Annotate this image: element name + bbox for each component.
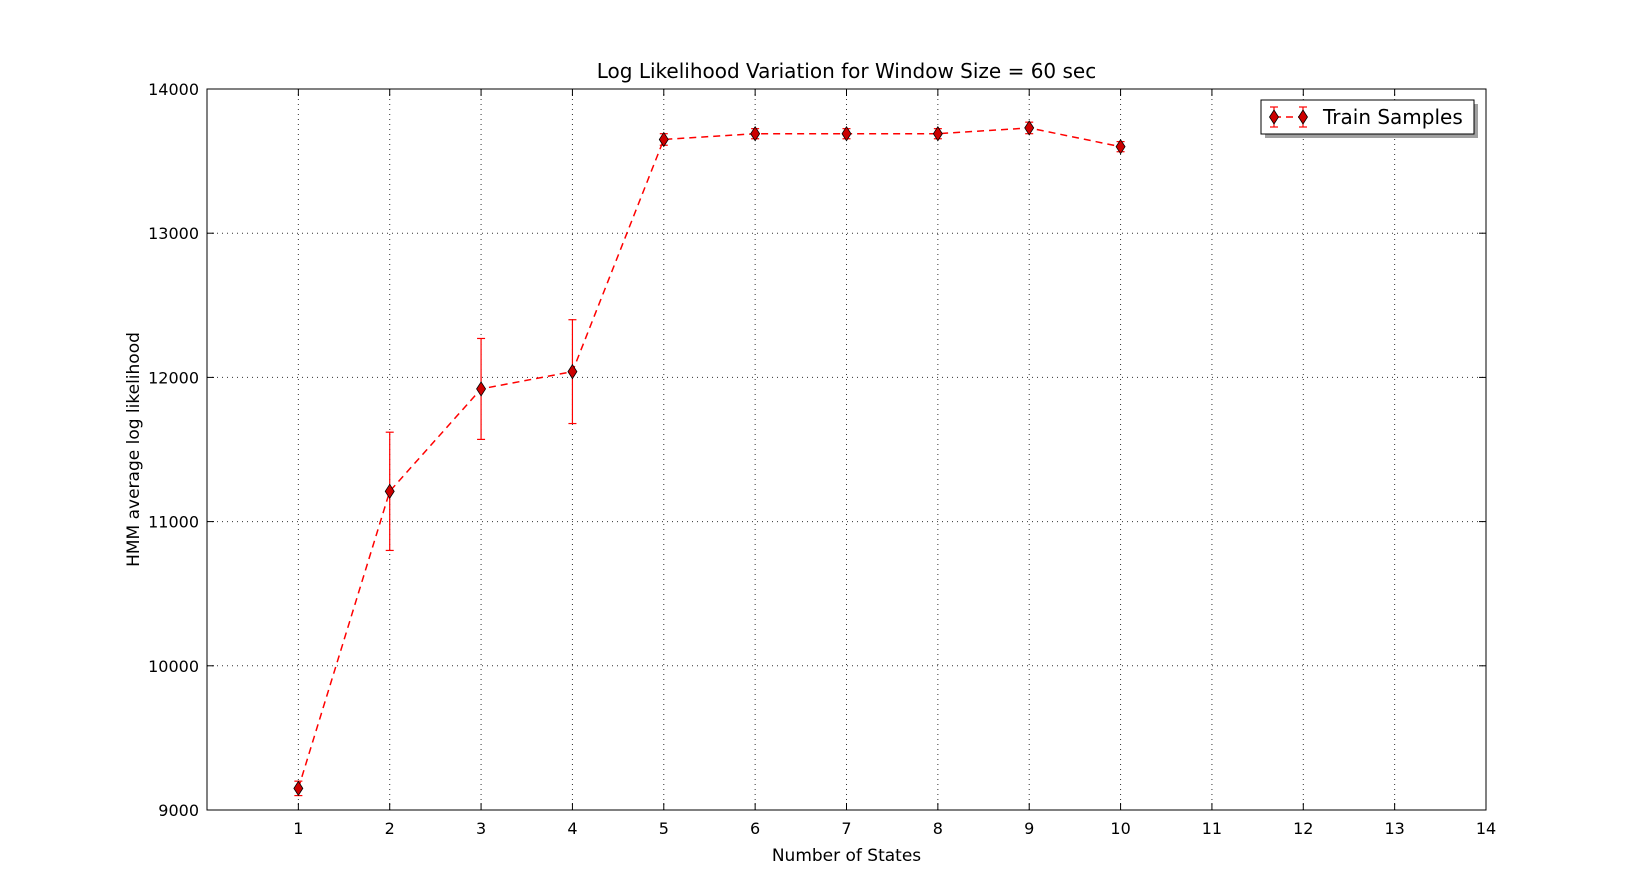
x-tick-label-8: 8 bbox=[933, 819, 943, 838]
x-tick-label-13: 13 bbox=[1384, 819, 1404, 838]
legend-marker bbox=[1269, 106, 1308, 128]
y-tick-label-12000: 12000 bbox=[148, 368, 199, 387]
data-point-2 bbox=[384, 483, 395, 500]
legend: Train Samples bbox=[1260, 99, 1478, 138]
data-point-8 bbox=[932, 125, 943, 142]
x-tick-label-4: 4 bbox=[567, 819, 577, 838]
x-axis-label: Number of States bbox=[772, 846, 921, 866]
data-point-9 bbox=[1024, 120, 1035, 136]
x-tick-label-11: 11 bbox=[1202, 819, 1222, 838]
x-tick-label-2: 2 bbox=[385, 819, 395, 838]
data-series-train-samples bbox=[293, 120, 1126, 797]
data-point-4 bbox=[567, 363, 578, 380]
x-tick-label-9: 9 bbox=[1024, 819, 1034, 838]
data-point-1 bbox=[293, 780, 304, 797]
data-point-7 bbox=[841, 125, 852, 142]
x-tick-label-3: 3 bbox=[476, 819, 486, 838]
data-point-3 bbox=[476, 381, 487, 397]
y-tick-label-10000: 10000 bbox=[148, 657, 199, 676]
data-point-5 bbox=[658, 131, 669, 148]
data-point-10 bbox=[1115, 138, 1126, 155]
series-line-train-samples bbox=[297, 127, 1121, 789]
x-tick-label-14: 14 bbox=[1476, 819, 1496, 838]
x-tick-label-1: 1 bbox=[293, 819, 303, 838]
y-axis-label: HMM average log likelihood bbox=[124, 332, 144, 567]
x-tick-label-5: 5 bbox=[659, 819, 669, 838]
x-tick-label-12: 12 bbox=[1293, 819, 1313, 838]
chart-title: Log Likelihood Variation for Window Size… bbox=[597, 59, 1096, 83]
legend-label-train-samples: Train Samples bbox=[1322, 105, 1463, 129]
x-tick-label-7: 7 bbox=[841, 819, 851, 838]
legend-box bbox=[1260, 99, 1475, 135]
legend-diamond-1 bbox=[1298, 109, 1308, 125]
y-tick-label-13000: 13000 bbox=[148, 224, 199, 243]
y-tick-label-14000: 14000 bbox=[148, 80, 199, 99]
data-point-6 bbox=[750, 125, 761, 142]
legend-diamond-0 bbox=[1269, 109, 1279, 125]
y-tick-label-11000: 11000 bbox=[148, 513, 199, 532]
axis-ticks: 1 2 3 4 5 6 7 8 9 10 11 12 13 14900010000110001200013… bbox=[148, 80, 1496, 838]
y-tick-label-9000: 9000 bbox=[158, 801, 199, 820]
x-tick-label-6: 6 bbox=[750, 819, 760, 838]
grid bbox=[207, 88, 1487, 811]
x-tick-label-10: 10 bbox=[1110, 819, 1130, 838]
